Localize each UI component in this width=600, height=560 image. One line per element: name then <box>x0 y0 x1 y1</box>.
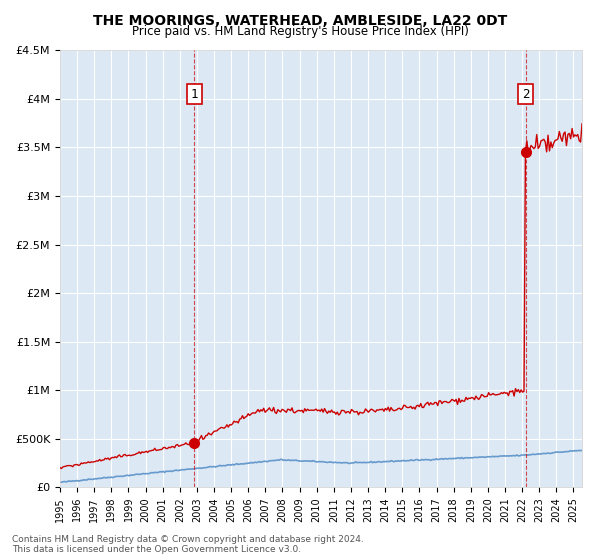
Text: THE MOORINGS, WATERHEAD, AMBLESIDE, LA22 0DT: THE MOORINGS, WATERHEAD, AMBLESIDE, LA22… <box>93 14 507 28</box>
Text: 1: 1 <box>190 87 198 101</box>
Text: Price paid vs. HM Land Registry's House Price Index (HPI): Price paid vs. HM Land Registry's House … <box>131 25 469 38</box>
Text: Contains HM Land Registry data © Crown copyright and database right 2024.
This d: Contains HM Land Registry data © Crown c… <box>12 535 364 554</box>
Text: 2: 2 <box>522 87 529 101</box>
